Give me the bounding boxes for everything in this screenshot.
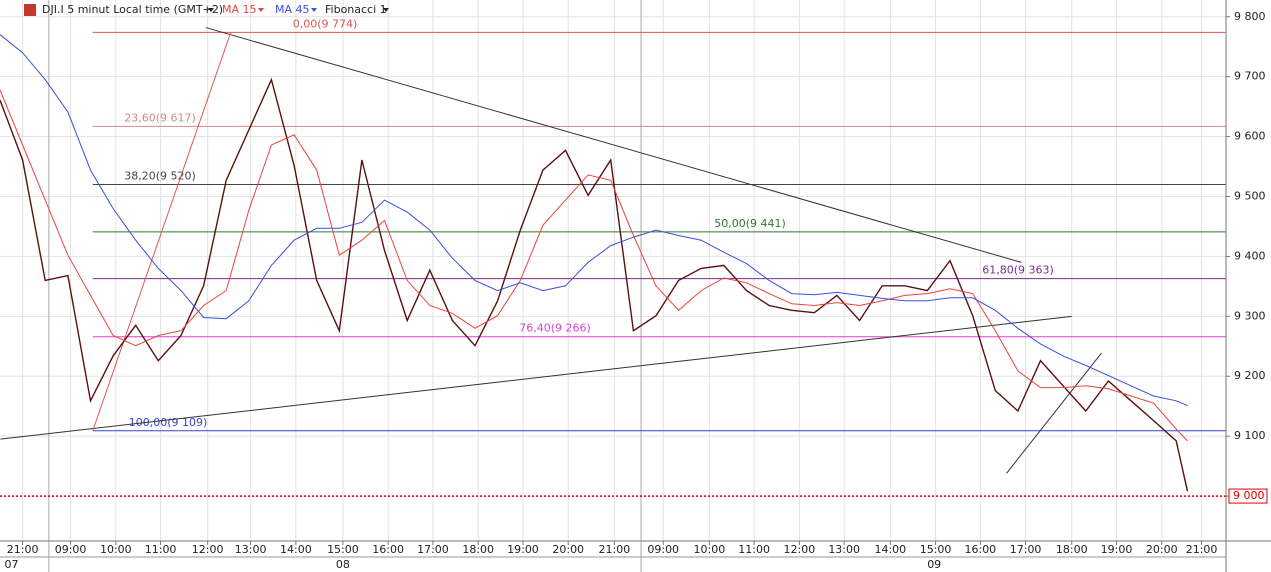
x-tick-label: 18:00 bbox=[1056, 543, 1088, 556]
y-tick-label: 9 700 bbox=[1234, 70, 1266, 83]
dropdown-arrow bbox=[311, 8, 317, 12]
x-tick-label: 21:00 bbox=[7, 543, 39, 556]
dropdown-arrow bbox=[208, 8, 214, 12]
indicator-legend[interactable]: Fibonacci 1 bbox=[325, 3, 387, 16]
x-tick-label: 09:00 bbox=[647, 543, 679, 556]
day-label: 07 bbox=[5, 558, 19, 571]
y-tick-label: 9 300 bbox=[1234, 309, 1266, 322]
ma15-legend[interactable]: MA 15 bbox=[222, 3, 257, 16]
ma-line bbox=[0, 34, 1188, 407]
x-tick-label: 13:00 bbox=[828, 543, 860, 556]
trendline bbox=[0, 315, 1072, 440]
x-tick-label: 15:00 bbox=[920, 543, 952, 556]
x-tick-label: 16:00 bbox=[964, 543, 996, 556]
trendline bbox=[1006, 352, 1102, 474]
trendline bbox=[205, 27, 1022, 263]
x-tick-label: 16:00 bbox=[372, 543, 404, 556]
y-tick-label: 9 200 bbox=[1234, 369, 1266, 382]
x-tick-label: 13:00 bbox=[235, 543, 267, 556]
toolbar: DJI.I 5 minut Local time (GMT+2) MA 15 M… bbox=[24, 3, 387, 16]
y-tick-label: 9 400 bbox=[1234, 249, 1266, 262]
x-tick-label: 11:00 bbox=[145, 543, 177, 556]
ma45-legend[interactable]: MA 45 bbox=[275, 3, 310, 16]
y-tick-label: 9 600 bbox=[1234, 130, 1266, 143]
fib-label: 100,00(9 109) bbox=[129, 416, 208, 429]
fib-label: 0,00(9 774) bbox=[293, 17, 358, 30]
last-price-box bbox=[1228, 488, 1268, 504]
x-tick-label: 09:00 bbox=[55, 543, 87, 556]
fib-label: 61,80(9 363) bbox=[982, 264, 1054, 277]
y-tick-label: 9 500 bbox=[1234, 190, 1266, 203]
y-tick-label: 9 800 bbox=[1234, 10, 1266, 23]
x-tick-label: 11:00 bbox=[738, 543, 770, 556]
day-label: 09 bbox=[927, 558, 941, 571]
x-tick-label: 10:00 bbox=[100, 543, 132, 556]
x-tick-label: 17:00 bbox=[417, 543, 449, 556]
x-tick-label: 20:00 bbox=[1146, 543, 1178, 556]
day-label: 08 bbox=[336, 558, 350, 571]
fib-label: 23,60(9 617) bbox=[124, 111, 196, 124]
x-tick-label: 18:00 bbox=[462, 543, 494, 556]
x-tick-label: 17:00 bbox=[1010, 543, 1042, 556]
trendline bbox=[92, 32, 232, 431]
x-tick-label: 12:00 bbox=[784, 543, 816, 556]
dropdown-arrow bbox=[383, 8, 389, 12]
last-price-label: 9 000 bbox=[1233, 489, 1265, 502]
x-tick-label: 21:00 bbox=[1186, 543, 1218, 556]
symbol-icon bbox=[24, 4, 36, 16]
x-tick-label: 21:00 bbox=[599, 543, 631, 556]
ma-line bbox=[0, 89, 1188, 442]
dropdown-arrow bbox=[258, 8, 264, 12]
fib-label: 50,00(9 441) bbox=[714, 217, 786, 230]
x-tick-label: 19:00 bbox=[1101, 543, 1133, 556]
x-tick-label: 15:00 bbox=[327, 543, 359, 556]
x-tick-label: 19:00 bbox=[507, 543, 539, 556]
x-tick-label: 20:00 bbox=[552, 543, 584, 556]
x-tick-label: 14:00 bbox=[280, 543, 312, 556]
x-tick-label: 10:00 bbox=[694, 543, 726, 556]
y-tick-label: 9 100 bbox=[1234, 429, 1266, 442]
fib-label: 76,40(9 266) bbox=[519, 322, 591, 335]
x-tick-label: 12:00 bbox=[192, 543, 224, 556]
x-tick-label: 14:00 bbox=[874, 543, 906, 556]
fib-label: 38,20(9 520) bbox=[124, 170, 196, 183]
symbol-title[interactable]: DJI.I 5 minut Local time (GMT+2) bbox=[42, 3, 223, 16]
